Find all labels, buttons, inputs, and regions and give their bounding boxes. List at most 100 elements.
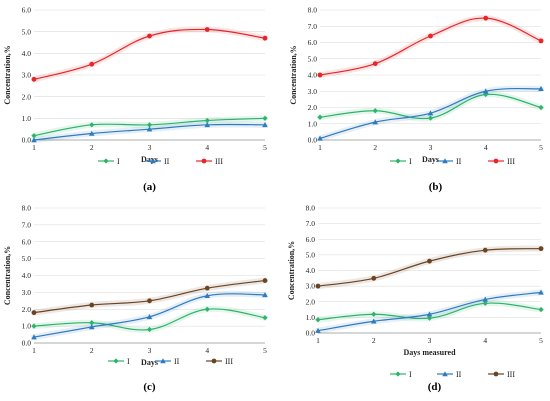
legend-label-II: II <box>174 357 180 366</box>
data-point-I-1 <box>31 323 37 329</box>
data-point-II-5 <box>262 122 268 128</box>
data-point-III-3 <box>147 33 152 39</box>
y-tick-label: 3.0 <box>22 71 32 80</box>
data-point-III-3 <box>427 258 432 264</box>
y-tick-label: 3.0 <box>308 87 318 96</box>
data-point-I-3 <box>426 315 433 321</box>
y-tick-label: 8.0 <box>308 6 318 15</box>
data-point-II-4 <box>482 88 489 94</box>
y-tick-label: 4.0 <box>306 266 316 275</box>
y-tick-label: 2.0 <box>306 297 316 306</box>
legend-marker-II <box>150 158 156 164</box>
series-halo-III <box>317 15 544 78</box>
y-axis-label: Concentration,% <box>289 45 298 104</box>
y-tick-label: 3.0 <box>22 288 32 297</box>
x-tick-label: 2 <box>373 143 377 152</box>
x-tick-label: 1 <box>316 336 320 345</box>
legend-label-III: III <box>225 357 233 366</box>
legend-marker-II <box>442 158 448 164</box>
data-point-I-1 <box>31 133 37 139</box>
data-point-I-2 <box>371 311 377 317</box>
y-tick-label: 5.0 <box>22 27 32 36</box>
legend-label-II: II <box>456 157 462 166</box>
x-tick-label: 5 <box>539 336 543 345</box>
data-point-III-1 <box>315 283 321 289</box>
data-point-II-3 <box>146 314 153 320</box>
y-tick-label: 8.0 <box>306 204 316 213</box>
y-tick-label: 4.0 <box>22 271 32 280</box>
legend-label-I: I <box>409 370 412 379</box>
data-point-III-1 <box>317 72 323 78</box>
y-tick-label: 2.0 <box>22 305 32 314</box>
y-tick-label: 6.0 <box>306 235 316 244</box>
data-point-II-2 <box>370 318 377 324</box>
data-point-II-2 <box>88 324 95 330</box>
legend: I II III <box>98 157 223 166</box>
data-point-I-4 <box>482 300 488 306</box>
legend-marker-III <box>493 158 499 164</box>
y-tick-label: 2.0 <box>308 103 318 112</box>
data-point-I-2 <box>89 320 95 326</box>
x-tick-label: 4 <box>205 346 209 355</box>
y-tick-label: 0.0 <box>306 329 316 338</box>
x-tick-label: 3 <box>148 346 152 355</box>
data-point-II-4 <box>204 292 211 298</box>
data-point-III-3 <box>428 33 433 39</box>
legend-marker-III <box>211 358 217 364</box>
y-tick-label: 1.0 <box>306 313 316 322</box>
data-point-I-3 <box>146 326 153 333</box>
x-axis-label: Days measured <box>403 348 456 357</box>
data-point-II-5 <box>262 292 268 298</box>
x-tick-label: 5 <box>263 346 267 355</box>
legend-marker-I <box>103 158 109 164</box>
data-point-I-3 <box>427 115 434 121</box>
data-point-II-1 <box>315 327 321 333</box>
data-point-I-2 <box>89 122 95 128</box>
data-point-II-4 <box>204 122 211 128</box>
y-tick-label: 5.0 <box>22 254 32 263</box>
y-tick-label: 5.0 <box>306 250 316 259</box>
y-axis-label: Concentration,% <box>287 241 296 300</box>
data-point-I-5 <box>538 306 544 313</box>
data-point-III-2 <box>89 61 95 67</box>
legend-marker-I <box>395 158 401 164</box>
y-tick-label: 1.0 <box>22 114 32 123</box>
data-point-II-5 <box>538 289 544 295</box>
data-point-III-1 <box>31 76 37 82</box>
data-point-III-4 <box>204 27 210 32</box>
legend-label-II: II <box>456 370 462 379</box>
x-tick-label: 1 <box>32 143 36 152</box>
legend: I II III <box>108 357 233 366</box>
legend-label-I: I <box>409 157 412 166</box>
data-point-II-3 <box>426 311 433 317</box>
data-point-III-5 <box>538 38 544 44</box>
y-tick-label: 2.0 <box>22 92 32 101</box>
legend-label-II: II <box>164 157 170 166</box>
y-tick-label: 4.0 <box>308 71 318 80</box>
x-tick-label: 2 <box>90 346 94 355</box>
legend-marker-II <box>160 358 166 364</box>
y-axis-label: Concentration,% <box>3 246 12 305</box>
y-tick-label: 1.0 <box>22 322 32 331</box>
panel-label: (d) <box>428 381 442 393</box>
chart-panel-4: 0.0 1.0 2.0 3.0 4.0 5.0 6.0 7.0 8.0 1 2 3 4 5 Days mea… <box>287 204 544 393</box>
data-point-II-2 <box>88 130 95 136</box>
data-point-III-2 <box>371 275 377 281</box>
data-point-I-4 <box>204 306 210 312</box>
legend-marker-I <box>395 371 401 377</box>
data-point-III-2 <box>89 302 95 308</box>
data-point-III-4 <box>482 247 488 253</box>
chart-panel-1: 0.0 1.0 2.0 3.0 4.0 5.0 6.0 1 2 3 4 5 Days Concentrat… <box>3 6 268 193</box>
data-point-I-5 <box>262 115 268 121</box>
data-point-I-1 <box>317 114 323 120</box>
x-tick-label: 3 <box>428 336 432 345</box>
x-tick-label: 1 <box>32 346 36 355</box>
legend-marker-I <box>113 358 119 364</box>
panel-label: (a) <box>143 181 156 193</box>
y-tick-label: 7.0 <box>22 220 32 229</box>
x-tick-label: 4 <box>484 143 488 152</box>
data-point-II-1 <box>31 334 37 340</box>
chart-panel-3: 0.0 1.0 2.0 3.0 4.0 5.0 6.0 7.0 8.0 1 2 3 4 5 Days Conc… <box>3 204 268 393</box>
legend-label-III: III <box>507 157 515 166</box>
y-tick-label: 6.0 <box>308 38 318 47</box>
